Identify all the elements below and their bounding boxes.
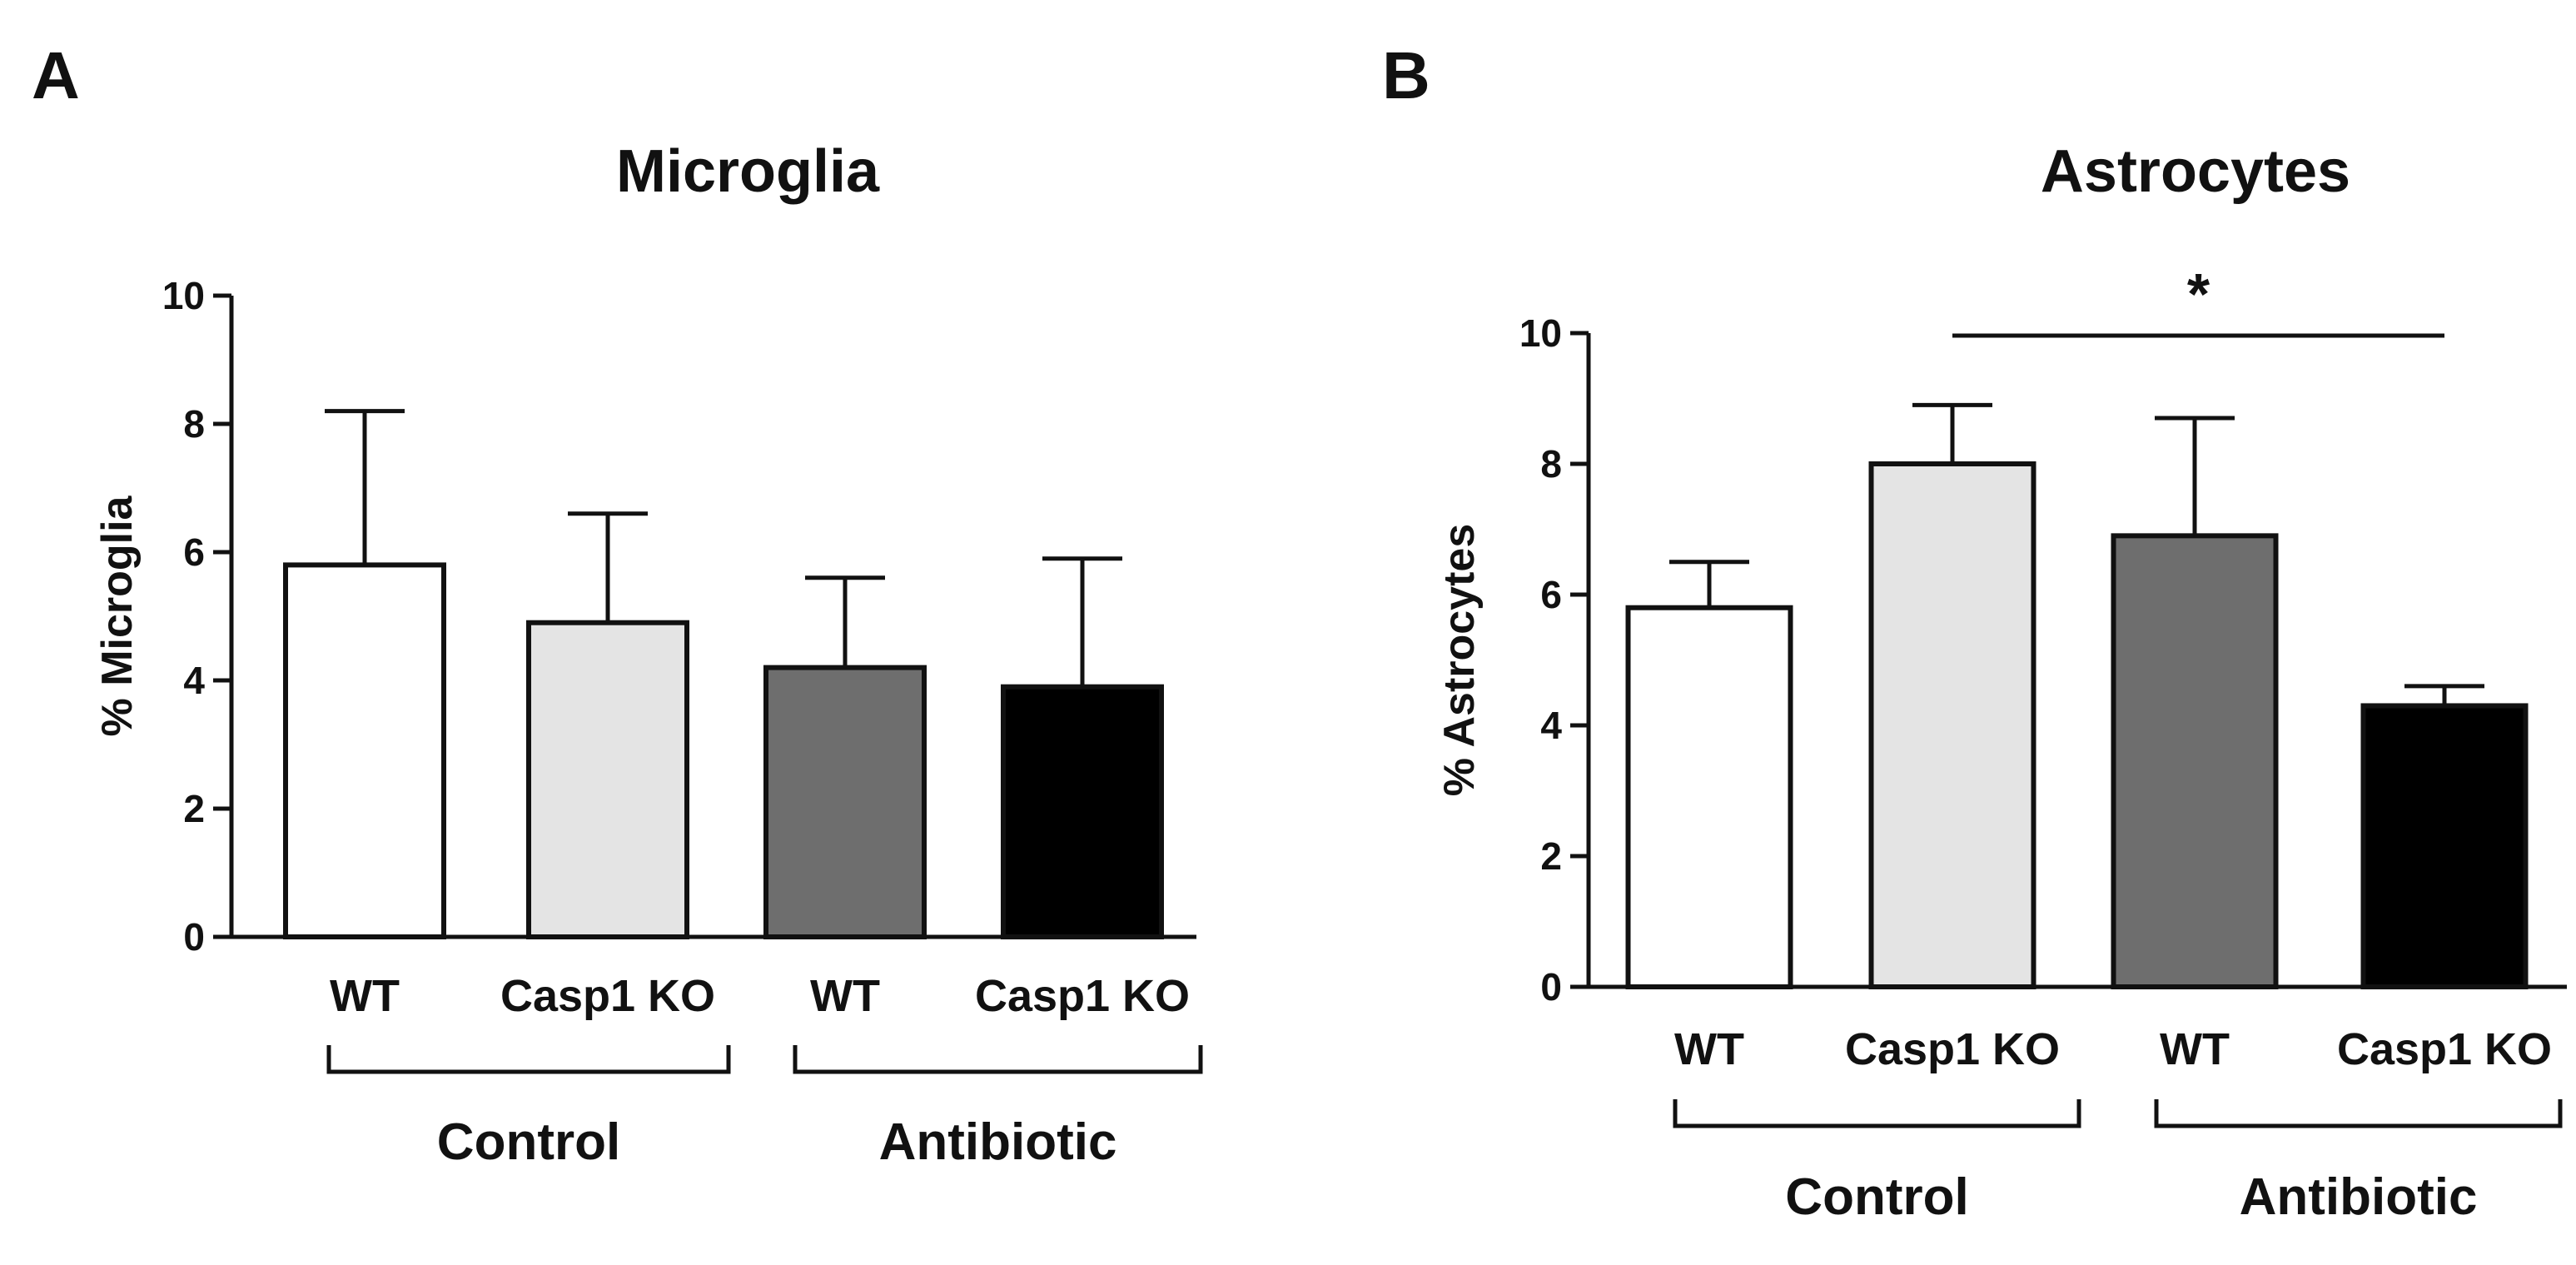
bar (283, 562, 446, 940)
x-category-label: Casp1 KO (975, 971, 1190, 1021)
bar (2111, 533, 2279, 989)
x-category-label: WT (2160, 1024, 2230, 1074)
group-bracket (326, 1045, 731, 1074)
y-tick-label: 0 (1540, 965, 1562, 1009)
y-tick-label: 10 (1519, 311, 1562, 355)
y-tick-label: 6 (183, 530, 205, 574)
bar (763, 665, 927, 939)
y-tick-label: 0 (183, 915, 205, 959)
panel-b-astrocytes: B Astrocytes 0 2 4 6 8 10 % Astrocytes WT Casp1 KO… (1382, 38, 2567, 1226)
group-bracket (793, 1045, 1203, 1074)
group-label: Control (437, 1113, 620, 1171)
group-label: Antibiotic (879, 1113, 1117, 1171)
y-tick-label: 10 (162, 274, 205, 317)
y-tick-label: 2 (183, 787, 205, 830)
y-tick-label: 2 (1540, 834, 1562, 878)
bar (1868, 461, 2036, 989)
y-tick-label: 6 (1540, 573, 1562, 616)
group-label: Antibiotic (2240, 1168, 2478, 1226)
x-category-label: Casp1 KO (2337, 1024, 2552, 1074)
y-tick-label: 4 (183, 659, 205, 702)
panel-a-microglia: A Microglia 0 2 4 6 8 10 % Microglia WT Casp1 KO WT… (32, 38, 1203, 1171)
x-category-label: Casp1 KO (1845, 1024, 2060, 1074)
bar (1001, 684, 1164, 939)
y-axis-label: % Microglia (93, 495, 142, 736)
y-tick-label: 8 (183, 402, 205, 446)
significance-marker: * (2187, 261, 2210, 326)
group-label: Control (1785, 1168, 1968, 1226)
chart-title: Microglia (616, 138, 880, 205)
bar (1625, 605, 1793, 989)
x-category-label: WT (810, 971, 880, 1021)
bar (2360, 703, 2529, 989)
x-category-label: Casp1 KO (500, 971, 715, 1021)
y-tick-label: 4 (1540, 704, 1562, 747)
panel-letter: B (1382, 38, 1430, 112)
bar (526, 620, 689, 939)
chart-title: Astrocytes (2041, 138, 2350, 205)
x-category-label: WT (1674, 1024, 1744, 1074)
group-bracket (2154, 1099, 2563, 1128)
y-tick-label: 8 (1540, 442, 1562, 486)
panel-letter: A (32, 38, 80, 112)
group-bracket (1673, 1099, 2081, 1128)
x-category-label: WT (330, 971, 400, 1021)
y-axis-label: % Astrocytes (1435, 524, 1484, 797)
